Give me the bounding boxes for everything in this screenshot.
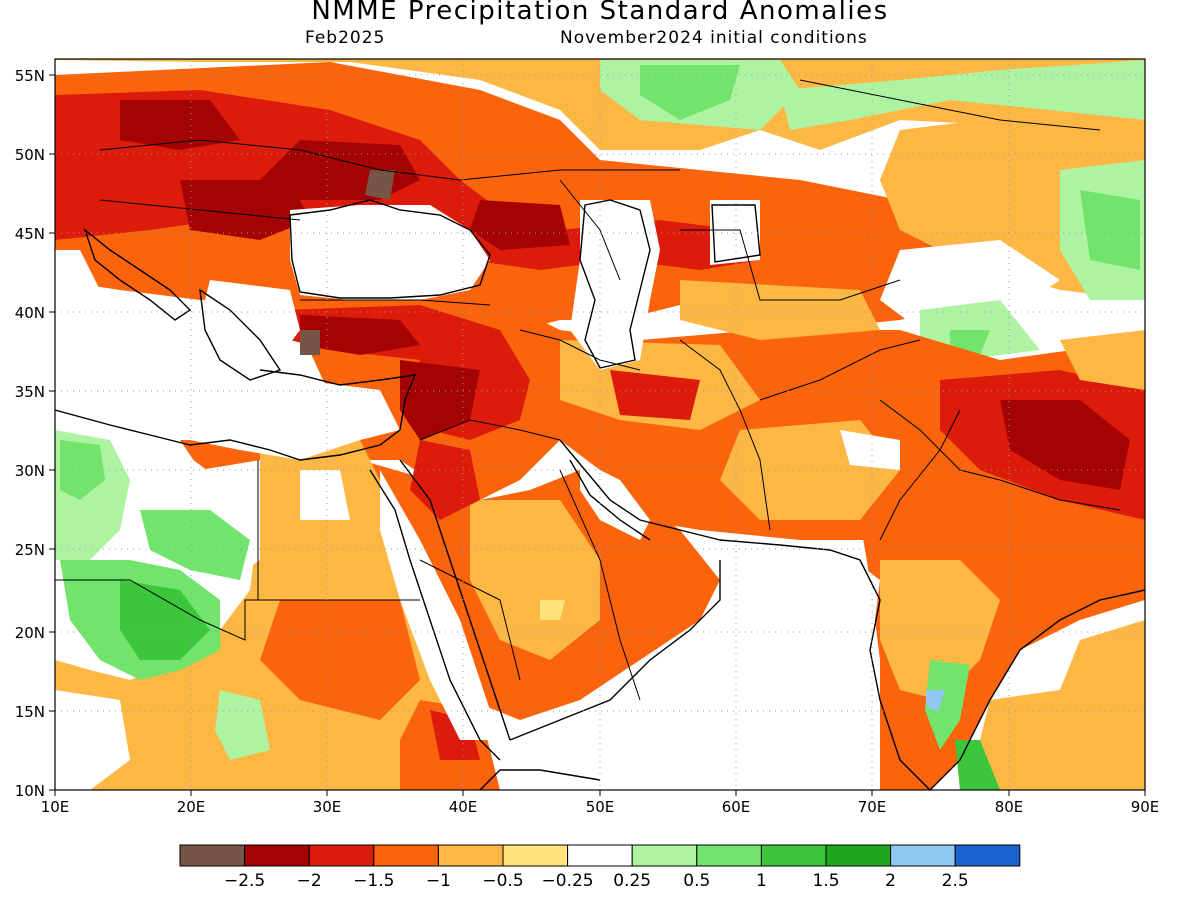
lat-tick-label: 40N (15, 304, 45, 322)
colorbar-label: 0.5 (683, 871, 710, 891)
lon-tick-label: 90E (1131, 798, 1160, 816)
forecast-month: Feb2025 (305, 28, 386, 48)
colorbar-swatch (631, 844, 698, 867)
lat-tick-label: 15N (15, 703, 45, 721)
colorbar-label: −0.25 (542, 871, 594, 891)
colorbar-swatch (437, 844, 504, 867)
lon-tick-label: 80E (995, 798, 1024, 816)
colorbar-label: −2.5 (224, 871, 265, 891)
colorbar-swatch (567, 844, 633, 867)
lon-tick-label: 70E (858, 798, 887, 816)
map-title: NMME Precipitation Standard Anomalies (311, 0, 889, 26)
coastlines (55, 199, 1145, 790)
colorbar-label: 1 (756, 871, 767, 891)
lon-tick-label: 10E (41, 798, 70, 816)
colorbar-label: −1 (426, 871, 451, 891)
colorbar: −2.5 −2 −1.5 −1 −0.5 −0.25 0.25 0.5 1 1.5 2 2.5 (179, 844, 1021, 891)
lon-tick-label: 60E (722, 798, 751, 816)
lon-tick-label: 20E (177, 798, 206, 816)
colorbar-swatch (825, 844, 892, 867)
colorbar-swatch (179, 844, 246, 867)
lon-tick-label: 50E (586, 798, 615, 816)
lon-labels: 10E 20E 30E 40E 50E 60E 70E 80E 90E (41, 798, 1160, 816)
country-borders (55, 79, 1121, 701)
colorbar-swatch (244, 844, 310, 867)
tick-marks (49, 74, 1146, 796)
colorbar-swatch (308, 844, 375, 867)
initial-conditions: November2024 initial conditions (560, 28, 868, 48)
lat-labels: 55N 50N 45N 40N 35N 30N 25N 20N 15N 10N (15, 67, 45, 800)
lat-tick-label: 10N (15, 782, 45, 800)
lat-tick-label: 55N (15, 67, 45, 85)
anomaly-field (55, 59, 1145, 790)
colorbar-swatch (890, 844, 956, 867)
colorbar-label: 2 (885, 871, 896, 891)
lat-tick-label: 35N (15, 383, 45, 401)
colorbar-label: −0.5 (482, 871, 523, 891)
colorbar-label: −1.5 (353, 871, 394, 891)
lon-tick-label: 40E (449, 798, 478, 816)
lat-tick-label: 50N (15, 146, 45, 164)
colorbar-label: 1.5 (812, 871, 839, 891)
colorbar-swatch (760, 844, 827, 867)
colorbar-label: 0.25 (613, 871, 651, 891)
lat-tick-label: 20N (15, 624, 45, 642)
colorbar-swatch (502, 844, 569, 867)
lat-tick-label: 30N (15, 462, 45, 480)
colorbar-swatch (696, 844, 762, 867)
colorbar-label: −2 (297, 871, 322, 891)
colorbar-label: 2.5 (942, 871, 969, 891)
lon-tick-label: 30E (313, 798, 342, 816)
colorbar-swatch (373, 844, 439, 867)
lat-tick-label: 45N (15, 225, 45, 243)
lat-tick-label: 25N (15, 541, 45, 559)
colorbar-swatch (954, 844, 1021, 867)
